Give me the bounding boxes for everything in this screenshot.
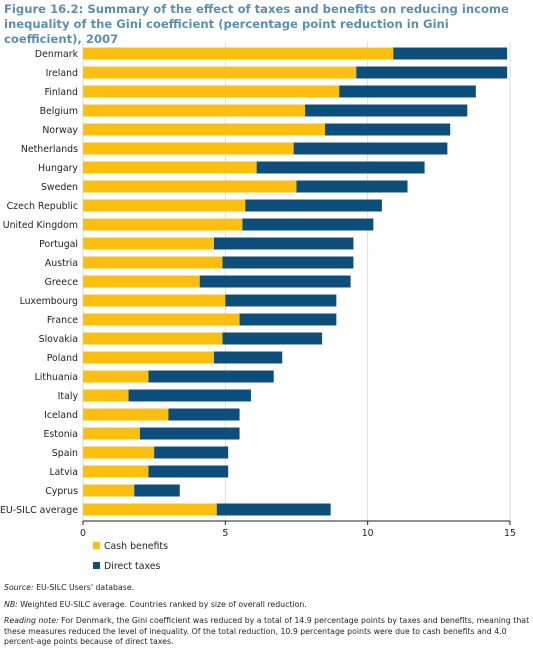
category-label: Spain [52, 448, 78, 459]
category-label: Slovakia [39, 334, 78, 345]
direct-taxes-bar [242, 218, 374, 231]
cash-benefits-bar [83, 389, 129, 402]
direct-taxes-bar [324, 123, 451, 136]
cash-benefits-bar [83, 313, 240, 326]
direct-taxes-bar [245, 199, 382, 212]
cash-benefits-bar [83, 370, 149, 383]
category-label: Netherlands [21, 144, 78, 155]
direct-taxes-bar [148, 465, 229, 478]
cash-benefits-bar [83, 85, 340, 98]
cash-benefits-bar [83, 256, 223, 269]
category-label: Czech Republic [7, 201, 78, 212]
cash-benefits-bar [83, 332, 223, 345]
category-label: EU-SILC average [0, 505, 78, 516]
category-label: Denmark [35, 49, 79, 60]
figure-title-text: Summary of the effect of taxes and benef… [4, 2, 509, 46]
cash-benefits-bar [83, 408, 169, 421]
direct-taxes-bar [216, 503, 331, 516]
direct-taxes-bar [296, 180, 408, 193]
category-label: France [47, 315, 78, 326]
cash-benefits-bar [83, 66, 357, 79]
direct-taxes-bar [128, 389, 251, 402]
category-label: Estonia [43, 429, 78, 440]
legend-label-tax: Direct taxes [104, 561, 160, 572]
reading-text: For Denmark, the Gini coefficient was re… [4, 616, 530, 646]
cash-benefits-bar [83, 199, 246, 212]
nb-note: NB: Weighted EU-SILC average. Countries … [4, 600, 530, 611]
category-label: Lithuania [35, 372, 78, 383]
category-label: Latvia [49, 467, 78, 478]
source-note: Source: EU-SILC Users' database. [4, 583, 530, 594]
cash-benefits-bar [83, 503, 217, 516]
reading-note: Reading note: For Denmark, the Gini coef… [4, 616, 530, 648]
cash-benefits-bar [83, 237, 214, 250]
category-label: Portugal [39, 239, 78, 250]
legend: Cash benefits Direct taxes [93, 541, 168, 572]
cash-benefits-bar [83, 446, 155, 459]
direct-taxes-bar [222, 256, 354, 269]
category-label: Ireland [46, 68, 78, 79]
legend-swatch-cash [93, 542, 100, 549]
direct-taxes-bar [256, 161, 425, 174]
x-tick-label: 10 [362, 528, 374, 539]
category-label: Finland [45, 87, 79, 98]
cash-benefits-bar [83, 218, 243, 231]
reading-label: Reading note: [4, 616, 59, 625]
direct-taxes-bar [339, 85, 476, 98]
category-label: Iceland [44, 410, 78, 421]
cash-benefits-bar [83, 123, 325, 136]
gini-reduction-chart: Denmark Ireland Finland Belgium Norway Nether… [0, 42, 516, 572]
cash-benefits-bar [83, 294, 226, 307]
category-label: Cyprus [45, 486, 78, 497]
direct-taxes-bar [213, 351, 283, 364]
direct-taxes-bar [139, 427, 240, 440]
direct-taxes-bar [134, 484, 180, 497]
cash-benefits-bar [83, 180, 297, 193]
direct-taxes-bar [356, 66, 508, 79]
direct-taxes-bar [222, 332, 323, 345]
direct-taxes-bar [168, 408, 240, 421]
x-tick-label: 0 [80, 528, 86, 539]
direct-taxes-bar [293, 142, 448, 155]
cash-benefits-bar [83, 351, 214, 364]
source-label: Source: [4, 583, 34, 592]
category-label: Greece [45, 277, 79, 288]
category-label: Poland [47, 353, 78, 364]
cash-benefits-bar [83, 161, 257, 174]
cash-benefits-bar [83, 484, 135, 497]
category-label: Norway [42, 125, 78, 136]
direct-taxes-bar [393, 47, 508, 60]
category-label: Sweden [41, 182, 78, 193]
cash-benefits-bar [83, 427, 140, 440]
direct-taxes-bar [154, 446, 229, 459]
direct-taxes-bar [225, 294, 337, 307]
category-label: Austria [45, 258, 78, 269]
direct-taxes-bar [239, 313, 337, 326]
legend-label-cash: Cash benefits [104, 541, 168, 552]
cash-benefits-bar [83, 47, 394, 60]
source-text: EU-SILC Users' database. [36, 583, 135, 592]
figure-title: Figure 16.2: Summary of the effect of ta… [4, 2, 528, 47]
category-label: Belgium [40, 106, 78, 117]
direct-taxes-bar [213, 237, 354, 250]
direct-taxes-bar [305, 104, 468, 117]
cash-benefits-bar [83, 465, 149, 478]
category-label: Hungary [38, 163, 78, 174]
category-label: Luxembourg [20, 296, 78, 307]
nb-label: NB: [4, 599, 18, 609]
x-tick-label: 5 [222, 528, 228, 539]
cash-benefits-bar [83, 104, 306, 117]
legend-swatch-tax [93, 562, 100, 569]
direct-taxes-bar [148, 370, 274, 383]
x-tick-label: 15 [504, 528, 516, 539]
cash-benefits-bar [83, 142, 294, 155]
figure-label: Figure 16.2: [4, 2, 84, 16]
category-label: United Kingdom [3, 220, 78, 231]
nb-text: Weighted EU-SILC average. Countries rank… [20, 599, 307, 609]
figure-notes: Source: EU-SILC Users' database. NB: Wei… [4, 583, 530, 654]
direct-taxes-bar [199, 275, 351, 288]
category-label: Italy [58, 391, 79, 402]
cash-benefits-bar [83, 275, 200, 288]
